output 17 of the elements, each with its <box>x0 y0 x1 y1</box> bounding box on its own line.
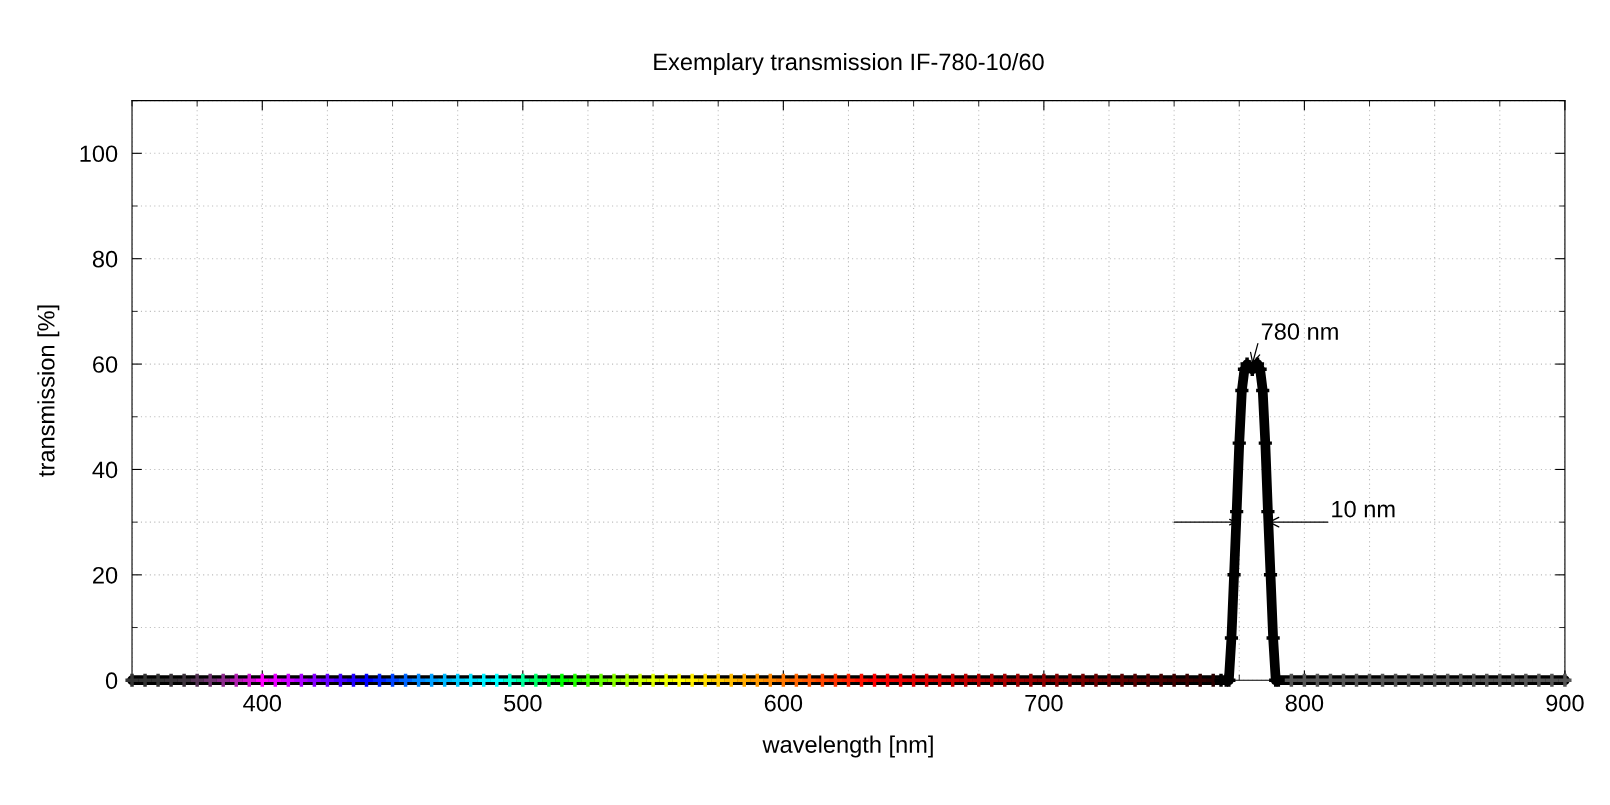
y-tick-label: 80 <box>92 250 118 268</box>
annotation: 10 nm <box>1332 500 1395 518</box>
x-tick-label: 700 <box>1025 694 1063 712</box>
y-tick-label: 0 <box>105 672 118 690</box>
y-axis-title: transmission [%] <box>37 305 60 477</box>
annotation: 780 nm <box>1261 323 1338 340</box>
x-tick-label: 900 <box>1546 694 1584 712</box>
x-tick-label: 500 <box>504 694 542 712</box>
x-tick-label: 400 <box>243 694 282 712</box>
x-tick-label: 600 <box>764 694 803 712</box>
x-tick-label: 800 <box>1285 694 1324 712</box>
y-tick-label: 40 <box>92 461 118 479</box>
x-axis-title: wavelength [nm] <box>762 735 933 758</box>
y-tick-label: 60 <box>93 356 118 373</box>
y-tick-label: 20 <box>93 566 118 584</box>
y-tick-label: 100 <box>80 145 118 163</box>
chart-title: Exemplary transmission IF-780-10/60 <box>654 52 1044 75</box>
